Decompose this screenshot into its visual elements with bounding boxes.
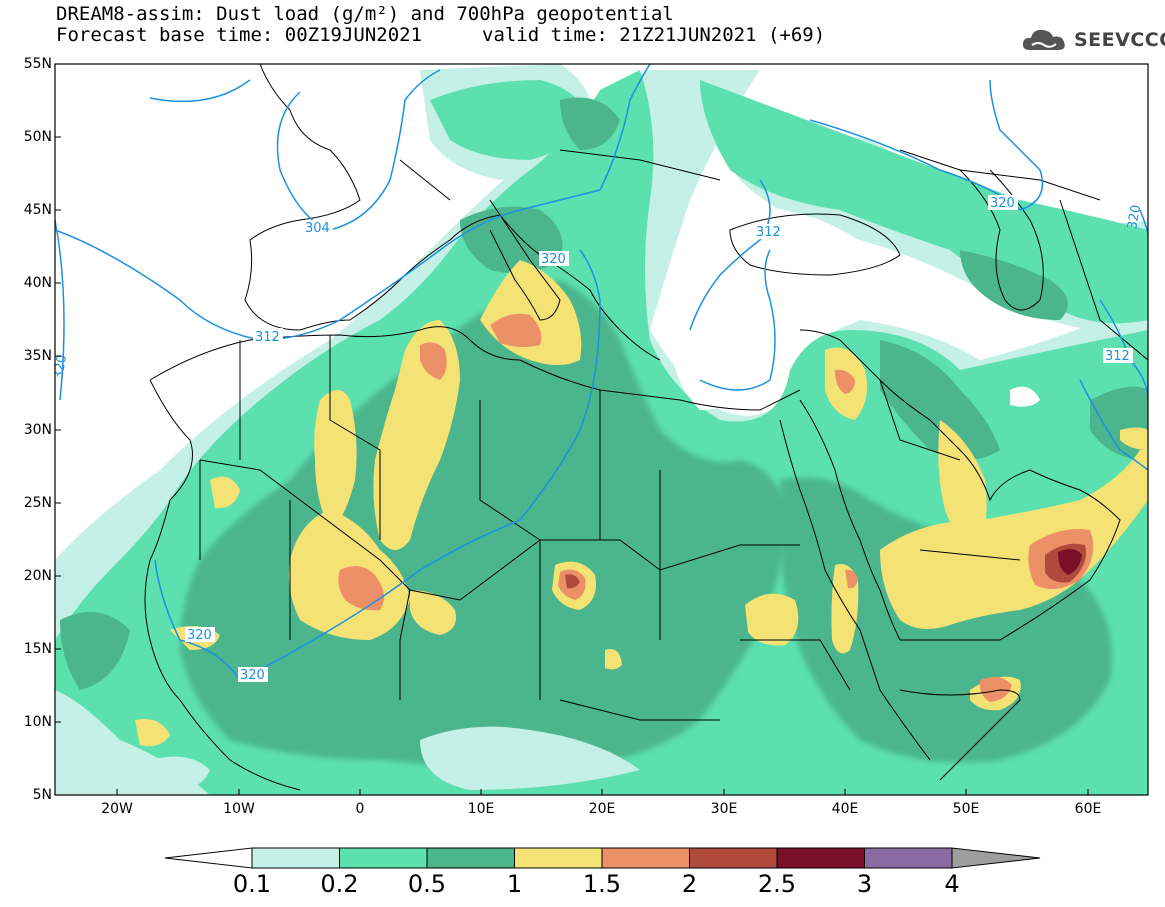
lon-label-60e: 60E <box>1074 801 1102 817</box>
colorbar-arrow-left <box>164 847 253 869</box>
lon-label-10w: 10W <box>223 801 255 817</box>
colorbar-cell <box>689 847 778 869</box>
colorbar-tick-label: 1 <box>506 870 523 898</box>
lat-label-45n: 45N <box>23 202 52 218</box>
colorbar-tick-label: 3 <box>856 870 873 898</box>
lon-label-0: 0 <box>355 801 365 817</box>
lat-label-5n: 5N <box>32 787 52 803</box>
lat-label-55n: 55N <box>23 56 52 72</box>
forecast-base-time: Forecast base time: 00Z19JUN2021 <box>56 24 423 46</box>
contour-label-320-f: 320 <box>1125 204 1144 231</box>
colorbar-tick-label: 4 <box>944 870 960 898</box>
contour-label-312-c: 312 <box>1105 349 1130 364</box>
contour-label-320-d: 320 <box>990 196 1015 211</box>
coastlines-borders <box>144 64 1148 791</box>
contour-label-320-e: 320 <box>51 354 70 381</box>
lon-label-40e: 40E <box>831 801 859 817</box>
colorbar-tick-label: 0.2 <box>320 870 359 898</box>
lon-label-30e: 30E <box>710 801 738 817</box>
colorbar-cell <box>776 847 865 869</box>
dust-band-red <box>565 543 1086 589</box>
lat-label-25n: 25N <box>23 495 52 511</box>
lat-label-50n: 50N <box>23 129 52 145</box>
contour-label-304: 304 <box>305 221 330 236</box>
lat-label-15n: 15N <box>23 641 52 657</box>
valid-time: valid time: 21Z21JUN2021 (+69) <box>482 24 826 46</box>
contour-label-312-b: 312 <box>756 225 781 240</box>
colorbar-arrow-right <box>951 847 1041 869</box>
lon-label-20w: 20W <box>101 801 133 817</box>
colorbar-cell <box>339 847 428 869</box>
lon-label-10e: 10E <box>467 801 495 817</box>
map-title: DREAM8-assim: Dust load (g/m²) and 700hP… <box>56 3 674 25</box>
axis-ticks <box>55 63 1089 795</box>
contour-label-320-b: 320 <box>187 628 212 643</box>
colorbar-cell <box>864 847 953 869</box>
colorbar-tick-label: 0.5 <box>407 870 447 898</box>
contour-label-312: 312 <box>255 330 280 345</box>
geopotential-contours <box>55 64 1148 681</box>
colorbar-cell <box>514 847 603 869</box>
lon-label-20e: 20E <box>588 801 616 817</box>
lat-label-30n: 30N <box>23 422 52 438</box>
cloud-icon <box>1022 29 1065 50</box>
colorbar-cell <box>251 847 340 869</box>
colorbar-tick-label: 1.5 <box>582 870 622 898</box>
colorbar-tick-label: 2 <box>681 870 698 898</box>
seevccc-logo: SEEVCCC <box>1020 26 1165 54</box>
logo-text: SEEVCCC <box>1074 29 1165 51</box>
lat-label-40n: 40N <box>23 275 52 291</box>
colorbar-cell <box>601 847 690 869</box>
lat-label-20n: 20N <box>23 568 52 584</box>
lon-label-50e: 50E <box>952 801 980 817</box>
contour-label-320-c: 320 <box>240 668 265 683</box>
colorbar-tick-label: 2.5 <box>757 870 797 898</box>
colorbar-tick-label: 0.1 <box>232 870 272 898</box>
contour-labels: 304 312 320 320 320 312 320 312 320 320 <box>51 195 1144 683</box>
colorbar-cell <box>426 847 515 869</box>
contour-label-320: 320 <box>541 252 566 267</box>
clear-areas <box>150 200 1040 795</box>
lat-label-10n: 10N <box>23 714 52 730</box>
lat-label-35n: 35N <box>23 348 52 364</box>
